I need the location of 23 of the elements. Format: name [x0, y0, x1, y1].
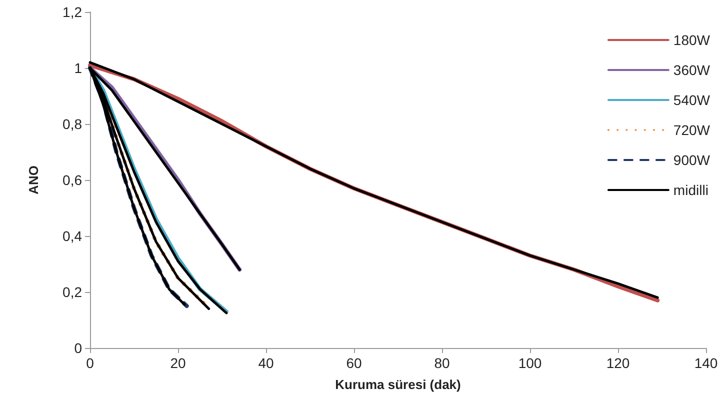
x-tick-label: 20	[170, 355, 186, 371]
y-tick-label: 0,6	[62, 172, 82, 188]
x-tick-label: 100	[518, 355, 542, 371]
y-tick-label: 1,2	[62, 4, 82, 20]
legend-label: 900W	[673, 152, 711, 168]
x-tick-label: 40	[258, 355, 274, 371]
legend-label: 180W	[673, 32, 711, 48]
y-tick-label: 0,2	[62, 284, 82, 300]
x-tick-label: 80	[434, 355, 450, 371]
x-tick-label: 140	[694, 355, 718, 371]
legend-label: 540W	[673, 92, 711, 108]
legend-label: 720W	[673, 122, 711, 138]
x-tick-label: 120	[606, 355, 630, 371]
y-tick-label: 0,8	[62, 116, 82, 132]
x-axis-title: Kuruma süresi (dak)	[335, 377, 461, 392]
x-tick-label: 60	[346, 355, 362, 371]
y-tick-label: 1	[74, 60, 82, 76]
legend-label: midilli	[673, 182, 708, 198]
x-tick-label: 0	[86, 355, 94, 371]
y-axis-title: ANO	[26, 166, 41, 194]
legend-label: 360W	[673, 62, 711, 78]
y-tick-label: 0,4	[62, 228, 82, 244]
y-tick-label: 0	[74, 340, 82, 356]
